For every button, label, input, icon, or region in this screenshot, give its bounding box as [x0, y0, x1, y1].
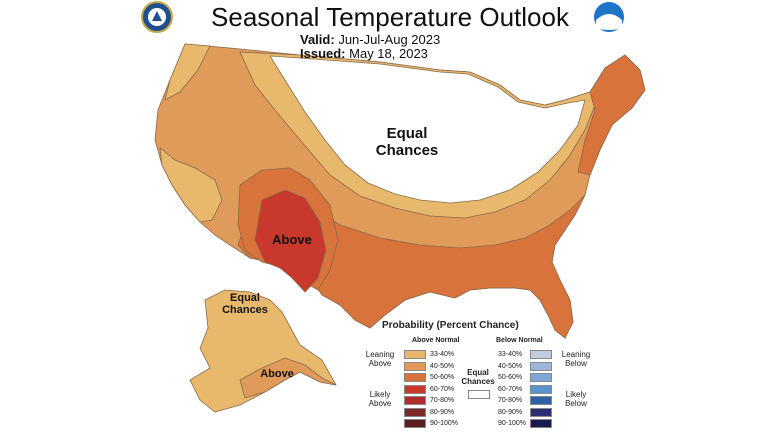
issued-label: Issued:	[300, 46, 346, 61]
noaa-logo-icon	[594, 2, 624, 32]
below-swatch-3	[530, 384, 552, 394]
below-label-5: 80-90%	[498, 408, 523, 416]
alaska-region-40-50	[239, 357, 337, 399]
page-title: Seasonal Temperature Outlook	[211, 2, 569, 32]
legend: Probability (Percent Chance) Above Norma…	[360, 320, 590, 430]
valid-value: Jun-Jul-Aug 2023	[338, 32, 441, 47]
northeast-region-50-60	[577, 54, 646, 176]
above-label: Above	[272, 232, 312, 247]
above-label-1: 40-50%	[430, 362, 455, 370]
below-label-3: 60-70%	[498, 385, 523, 393]
equal-chances-label: Equal Chances	[375, 125, 439, 159]
equal-chances-region	[269, 55, 586, 204]
above-label-6: 90-100%	[430, 420, 459, 427]
above-swatch-5	[404, 407, 426, 417]
below-swatch-6	[530, 419, 552, 428]
below-swatch-4	[530, 396, 552, 405]
above-swatch-1	[404, 361, 426, 371]
legend-title: Probability (Percent Chance)	[382, 320, 519, 331]
leaning-below-label: Leaning Below	[561, 350, 591, 368]
alaska-above-label: Above	[260, 368, 294, 380]
above-label-3: 60-70%	[430, 385, 455, 393]
likely-above-label: Likely Above	[368, 390, 392, 408]
above-swatch-3	[404, 384, 426, 394]
above-label-5: 80-90%	[430, 408, 455, 416]
alaska-equal-chances-label: Equal Chances	[222, 292, 268, 316]
valid-line: Valid: Jun-Jul-Aug 2023	[300, 32, 440, 47]
southwest-core-region-60-70	[254, 189, 327, 293]
leaning-above-label: Leaning Above	[365, 350, 395, 368]
below-swatch-5	[530, 407, 552, 417]
above-swatch-6	[404, 419, 426, 428]
below-label-4: 70-80%	[498, 397, 523, 404]
equal-chances-legend-label: Equal Chances	[461, 368, 495, 386]
above-swatch-2	[404, 373, 426, 382]
above-label-4: 70-80%	[430, 397, 455, 404]
below-label-1: 40-50%	[498, 362, 523, 370]
issued-line: Issued: May 18, 2023	[300, 46, 428, 61]
below-swatch-0	[530, 350, 552, 359]
likely-below-label: Likely Below	[565, 390, 587, 408]
above-swatch-4	[404, 396, 426, 405]
above-swatch-0	[404, 350, 426, 359]
valid-label: Valid:	[300, 32, 335, 47]
below-swatch-2	[530, 373, 552, 382]
commerce-seal-icon	[141, 1, 173, 33]
equal-chances-swatch	[468, 390, 490, 399]
west-coast-region-33-40	[159, 147, 223, 223]
northwest-region-33-40	[164, 43, 211, 101]
below-label-0: 33-40%	[498, 351, 523, 358]
above-label-2: 50-60%	[430, 374, 455, 381]
below-label-6: 90-100%	[498, 420, 527, 427]
legend-below-header: Below Normal	[496, 337, 543, 344]
below-label-2: 50-60%	[498, 374, 523, 381]
issued-value: May 18, 2023	[349, 46, 428, 61]
legend-above-header: Above Normal	[412, 337, 460, 344]
above-label-0: 33-40%	[430, 351, 455, 358]
below-swatch-1	[530, 361, 552, 371]
